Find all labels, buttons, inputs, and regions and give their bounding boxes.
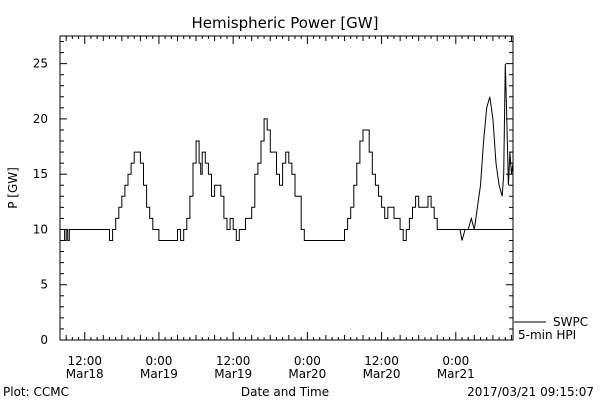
y-tick-label: 10: [33, 222, 48, 236]
y-tick-label: 25: [33, 57, 48, 71]
x-tick-label-time: 12:00: [364, 354, 399, 368]
x-tick-label-time: 0:00: [294, 354, 321, 368]
x-tick-label-date: Mar19: [214, 367, 252, 381]
y-axis-ticks: 0 5 10 15 20 25: [33, 41, 513, 347]
series-line-hpi: [459, 63, 514, 241]
x-tick-label-time: 12:00: [216, 354, 251, 368]
legend-label-hpi: 5-min HPI: [518, 328, 576, 342]
y-tick-label: 5: [40, 278, 48, 292]
plot-credit: Plot: CCMC: [3, 385, 69, 399]
x-tick-label-date: Mar21: [437, 367, 475, 381]
x-tick-label-time: 12:00: [67, 354, 102, 368]
legend: SWPC 5-min HPI: [514, 315, 588, 342]
x-tick-label-date: Mar20: [288, 367, 326, 381]
x-tick-label-date: Mar20: [363, 367, 401, 381]
y-axis-label: P [GW]: [6, 167, 20, 209]
x-axis-ticks: 12:00Mar180:00Mar1912:00Mar190:00Mar2012…: [59, 36, 512, 381]
y-tick-label: 20: [33, 112, 48, 126]
series-line-swpc: [60, 118, 513, 241]
x-tick-label-date: Mar18: [66, 367, 104, 381]
series-layer: [60, 63, 514, 241]
y-tick-label: 0: [40, 333, 48, 347]
x-axis-label: Date and Time: [241, 385, 329, 399]
x-tick-label-time: 0:00: [145, 354, 172, 368]
y-tick-label: 15: [33, 167, 48, 181]
chart-title: Hemispheric Power [GW]: [192, 14, 379, 32]
x-tick-label-date: Mar19: [140, 367, 178, 381]
x-tick-label-time: 0:00: [442, 354, 469, 368]
plot-frame: [59, 35, 514, 341]
plot-timestamp: 2017/03/21 09:15:07: [467, 385, 594, 399]
legend-label-swpc: SWPC: [553, 315, 588, 329]
